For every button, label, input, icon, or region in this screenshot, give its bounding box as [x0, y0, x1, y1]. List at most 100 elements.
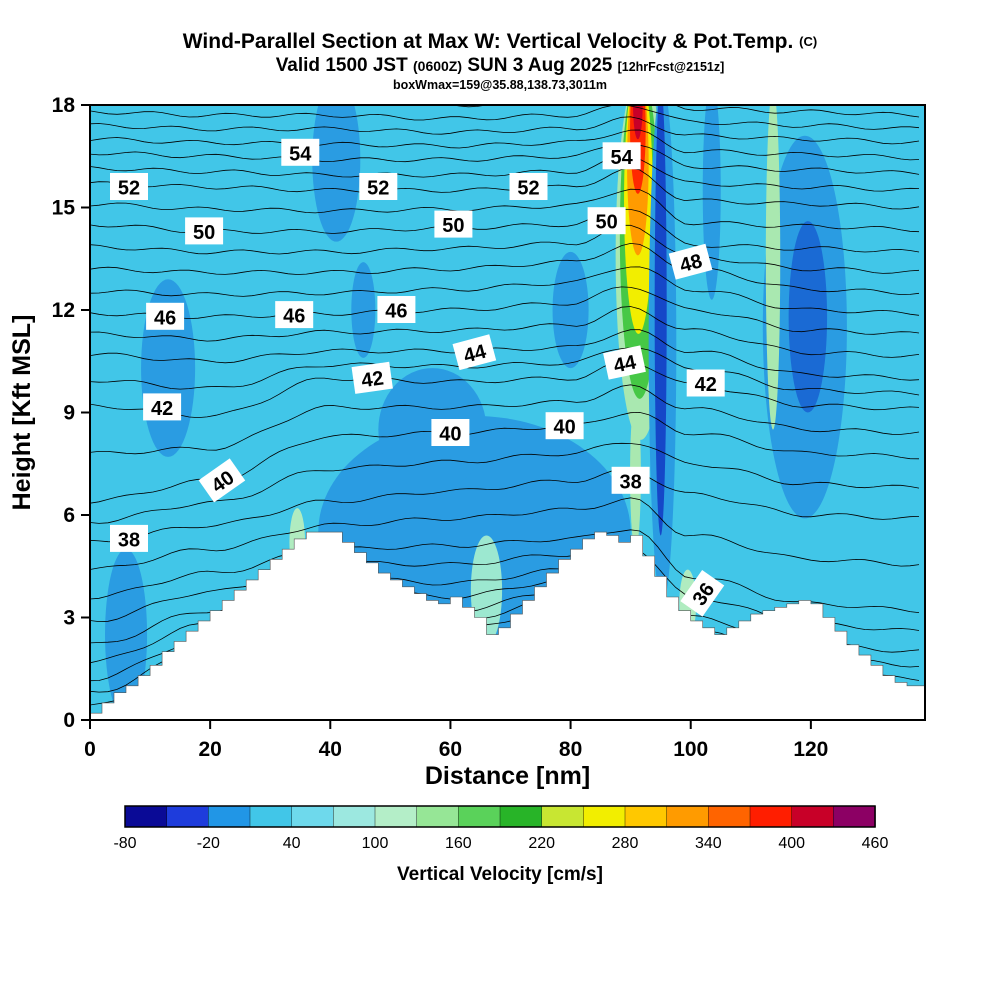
contour-label-text: 40	[439, 424, 461, 446]
contour-label-54: 54	[602, 142, 641, 170]
x-tick-label: 80	[559, 738, 582, 761]
contour-label-box	[434, 210, 473, 238]
isotherm-line-43	[90, 347, 920, 396]
contour-label-box	[431, 419, 470, 446]
contour-label-box	[359, 173, 398, 200]
terrain-silhouette	[90, 531, 925, 720]
chart-subtitle: Valid 1500 JST (0600Z) SUN 3 Aug 2025 [1…	[0, 55, 1000, 77]
colorbar-segment	[791, 805, 835, 828]
isotherm-line-39	[90, 442, 920, 524]
isotherm-line-51	[90, 188, 920, 233]
colorbar-segment	[499, 805, 543, 828]
isotherm-line-36	[90, 529, 920, 613]
contour-label-box	[602, 142, 641, 170]
colorbar-segment	[249, 805, 293, 828]
colorbar-tick-label: -80	[113, 835, 136, 852]
contour-label-text: 46	[385, 301, 407, 323]
contour-label-box	[351, 361, 393, 394]
x-axis-title: Distance [nm]	[425, 762, 590, 790]
y-tick-label: 18	[52, 94, 76, 117]
valid-date-text: SUN 3 Aug 2025	[467, 55, 613, 77]
contour-label-box	[545, 412, 584, 440]
x-tick-label: 40	[319, 738, 342, 761]
boxwmax-annotation: boxWmax=159@35.88,138.73,3011m	[392, 77, 608, 92]
colorbar-segment	[833, 805, 876, 828]
plot-area: 5250464240385446524642504440524054504438…	[90, 105, 925, 720]
colorbar-segment	[291, 805, 335, 828]
contour-label-box	[377, 296, 416, 323]
x-tick-label: 60	[439, 738, 462, 761]
colorbar-tick-label: 100	[362, 835, 389, 852]
isotherm-line-53	[90, 155, 920, 192]
contour-label-40: 40	[545, 412, 584, 440]
contour-label-text: 42	[695, 374, 717, 396]
plume-core-dark-red	[633, 105, 643, 140]
contour-label-44: 44	[603, 345, 646, 380]
isotherm-line-47	[90, 266, 920, 316]
colorbar-tick-label: -20	[197, 835, 220, 852]
colorbar-segment	[708, 805, 751, 828]
colorbar-segment	[374, 805, 418, 828]
contour-label-text: 40	[553, 417, 575, 439]
isotherm-line-44	[90, 329, 920, 381]
colorbar-tick-label: 460	[862, 835, 889, 852]
x-axis: 0 20 40 60 80 100 120 Distance [nm]	[84, 720, 828, 790]
colorbar-segment	[333, 805, 376, 828]
y-tick-label: 6	[63, 504, 75, 527]
contour-label-box	[587, 207, 626, 235]
contour-label-text: 38	[118, 529, 140, 551]
colorbar-segment	[166, 805, 210, 828]
contour-label-text: 46	[283, 306, 305, 328]
contour-label-box	[452, 334, 497, 371]
colorbar-tick-label: 340	[695, 835, 722, 852]
downdraft-right-core	[788, 221, 828, 413]
contour-label-box	[668, 243, 713, 280]
contour-label-38: 38	[611, 466, 650, 494]
colorbar: -80 -20 40 100 160 220 280 340 400 460	[113, 805, 889, 852]
y-tick-label: 15	[52, 197, 76, 220]
contour-label-42: 42	[351, 361, 393, 394]
downdraft-80nm-12kft	[552, 251, 589, 369]
contour-label-42: 42	[143, 393, 182, 421]
colorbar-tick-label: 220	[528, 835, 555, 852]
y-axis-title: Height [Kft MSL]	[8, 315, 36, 511]
contour-label-box	[143, 393, 182, 421]
contour-label-52: 52	[509, 173, 548, 200]
contour-label-box	[110, 524, 148, 552]
colorbar-segment	[541, 805, 585, 828]
isotherm-line-50	[90, 208, 920, 253]
isotherm-line-46	[90, 286, 920, 335]
isotherm-line-48	[90, 242, 920, 296]
contour-label-text: 54	[289, 143, 312, 165]
contour-label-text: 54	[610, 147, 633, 169]
updraft-streak-113nm	[765, 105, 781, 430]
contour-label-box	[198, 458, 246, 503]
x-tick-label: 0	[84, 738, 96, 761]
contour-label-text: 42	[151, 398, 173, 420]
isotherm-line-37	[90, 497, 920, 570]
contour-label-box	[680, 570, 725, 617]
contour-label-text: 50	[595, 212, 617, 234]
contour-label-46: 46	[146, 302, 185, 330]
colorbar-segment	[124, 805, 168, 828]
contour-label-text: 50	[193, 222, 215, 244]
contour-label-box	[611, 466, 650, 494]
contour-label-48: 48	[668, 243, 713, 280]
chart-title-unit: (C)	[799, 34, 818, 49]
contour-label-44: 44	[452, 334, 497, 371]
contour-label-text: 52	[517, 178, 539, 200]
colorbar-tick-label: 160	[445, 835, 472, 852]
isotherm-line-41	[90, 384, 920, 455]
contour-label-40: 40	[431, 419, 470, 446]
contour-label-text: 42	[360, 367, 385, 392]
colorbar-segment	[416, 805, 460, 828]
colorbar-segment	[583, 805, 626, 828]
contour-label-box	[146, 302, 185, 330]
colorbar-tick-label: 400	[778, 835, 805, 852]
contour-label-52: 52	[359, 173, 398, 200]
contour-label-52: 52	[110, 173, 148, 200]
x-tick-label: 20	[198, 738, 221, 761]
contour-label-50: 50	[434, 210, 473, 238]
y-axis: 0 3 6 9 12 15 18 Height [Kft MSL]	[8, 94, 90, 732]
